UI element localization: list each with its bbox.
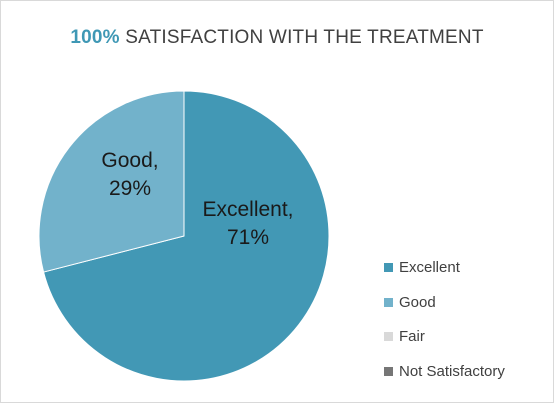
legend-label-excellent: Excellent — [399, 259, 460, 276]
legend-label-not-satisfactory: Not Satisfactory — [399, 362, 505, 380]
legend-item-excellent: Excellent — [384, 258, 505, 293]
chart-title: 100% SATISFACTION WITH THE TREATMENT — [0, 27, 554, 49]
legend-item-not-satisfactory: Not Satisfactory — [384, 362, 505, 397]
pie-data-labels: Excellent, 71% Good, 29% — [101, 149, 293, 249]
legend-item-fair: Fair — [384, 327, 505, 362]
pie-slices — [38, 90, 330, 382]
legend: Excellent Good Fair Not Satisfactory — [384, 258, 505, 396]
chart-title-text: SATISFACTION WITH THE TREATMENT — [119, 27, 484, 48]
pie-slice-excellent — [42, 90, 330, 382]
legend-label-good: Good — [399, 293, 436, 311]
pie-slice-good — [38, 90, 185, 273]
legend-swatch-good — [384, 297, 393, 307]
legend-swatch-not-satisfactory — [384, 366, 393, 376]
data-label-excellent: Excellent, 71% — [202, 198, 293, 249]
data-label-good: Good, 29% — [101, 149, 158, 200]
chart-title-accent: 100% — [70, 27, 120, 48]
legend-label-fair: Fair — [399, 328, 425, 345]
legend-item-good: Good — [384, 293, 505, 328]
legend-swatch-excellent — [384, 263, 393, 272]
legend-swatch-fair — [384, 332, 393, 341]
